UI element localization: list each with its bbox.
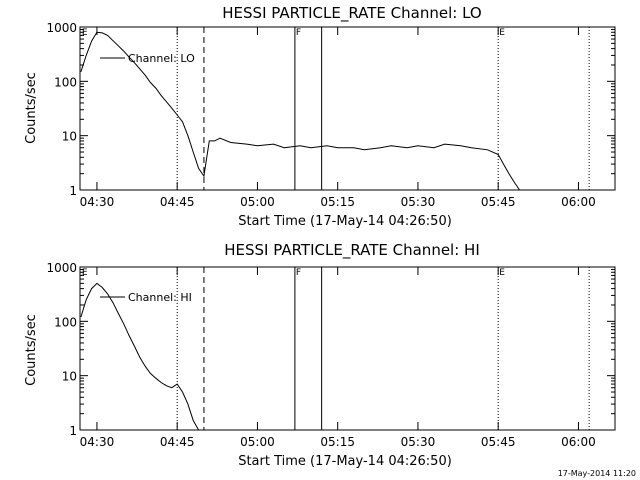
y-tick-label: 1000 <box>46 261 77 275</box>
y-tick-label: 1 <box>69 424 77 438</box>
marker-label: E <box>82 268 88 278</box>
legend-label: Channel: HI <box>128 291 192 304</box>
x-tick-label: 04:45 <box>160 435 195 449</box>
marker-label: F <box>296 268 301 278</box>
x-tick-label: 04:45 <box>160 195 195 209</box>
x-axis-label: Start Time (17-May-14 04:26:50) <box>238 454 452 469</box>
y-axis-label: Counts/sec <box>24 72 39 144</box>
series-line <box>80 31 521 191</box>
x-tick-label: 05:15 <box>320 195 355 209</box>
chart-title: HESSI PARTICLE_RATE Channel: HI <box>224 241 480 260</box>
footer-timestamp: 17-May-2014 11:20 <box>558 469 636 478</box>
marker-label: E <box>499 268 505 278</box>
y-tick-label: 1 <box>69 184 77 198</box>
x-axis-label: Start Time (17-May-14 04:26:50) <box>238 214 452 229</box>
y-tick-label: 100 <box>54 315 77 329</box>
y-axis-label: Counts/sec <box>24 314 39 386</box>
x-tick-label: 06:00 <box>561 195 596 209</box>
x-tick-label: 05:45 <box>481 435 516 449</box>
x-tick-label: 05:00 <box>240 435 275 449</box>
chart-panel-hi: HESSI PARTICLE_RATE Channel: HI Counts/s… <box>24 241 616 469</box>
marker-label: F <box>296 28 301 38</box>
marker-label: E <box>499 28 505 38</box>
y-tick-label: 10 <box>62 130 77 144</box>
plot-frame <box>79 266 616 431</box>
x-tick-label: 05:45 <box>481 195 516 209</box>
legend-label: Channel: LO <box>128 52 195 65</box>
x-tick-label: 04:30 <box>80 435 115 449</box>
x-tick-label: 05:30 <box>401 435 436 449</box>
x-tick-label: 05:30 <box>401 195 436 209</box>
y-tick-label: 100 <box>54 75 77 89</box>
plot-frame <box>79 26 616 191</box>
chart-panel-lo: HESSI PARTICLE_RATE Channel: LO Counts/s… <box>24 4 616 229</box>
x-tick-label: 06:00 <box>561 435 596 449</box>
marker-label: E <box>82 28 88 38</box>
y-tick-label: 10 <box>62 370 77 384</box>
x-tick-label: 04:30 <box>80 195 115 209</box>
x-tick-label: 05:00 <box>240 195 275 209</box>
y-tick-label: 1000 <box>46 21 77 35</box>
x-tick-label: 05:15 <box>320 435 355 449</box>
chart-title: HESSI PARTICLE_RATE Channel: LO <box>222 4 481 23</box>
series-line <box>80 282 200 431</box>
